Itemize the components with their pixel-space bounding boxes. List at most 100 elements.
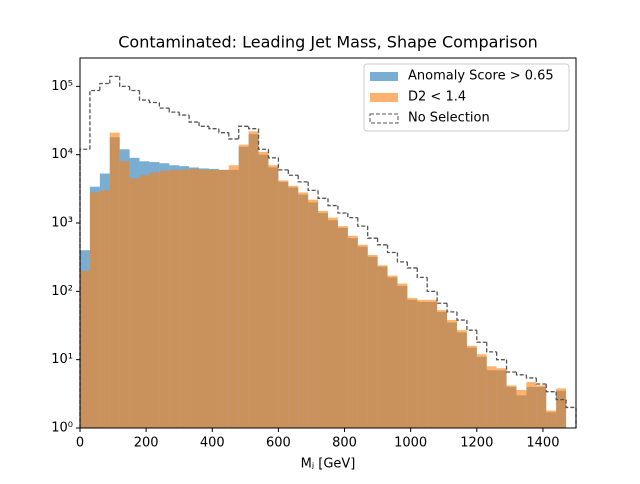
step-segment [535, 377, 547, 385]
step-segment [128, 86, 140, 92]
step-segment [386, 244, 398, 254]
hist-bar [526, 382, 537, 428]
x-tick-label: 400 [200, 436, 225, 451]
step-segment [406, 261, 418, 269]
step-segment [357, 217, 368, 227]
hist-bar [318, 210, 328, 428]
x-axis-label: Mⱼ [GeV] [301, 457, 356, 472]
step-segment [446, 303, 457, 313]
hist-bar [298, 192, 309, 428]
step-segment [267, 149, 279, 159]
step-segment [119, 76, 130, 88]
hist-bar [546, 410, 557, 428]
chart-title: Contaminated: Leading Jet Mass, Shape Co… [118, 33, 538, 52]
hist-bar [99, 190, 110, 428]
hist-bar [496, 368, 507, 428]
step-segment [466, 320, 477, 331]
hist-bar [149, 172, 160, 428]
hist-bar [407, 297, 418, 428]
hist-bar [506, 385, 517, 428]
hist-bar [139, 175, 150, 428]
step-segment [247, 126, 259, 130]
hist-bar [228, 165, 239, 428]
hist-bar [476, 354, 487, 428]
hist-bar [397, 283, 408, 428]
step-segment [327, 198, 338, 207]
legend-swatch [370, 72, 398, 81]
hist-bar [189, 168, 200, 429]
step-segment [297, 175, 309, 183]
step-segment [89, 89, 100, 150]
step-segment [218, 128, 229, 134]
hist-bar [238, 144, 249, 428]
hist-bar [387, 275, 398, 428]
hist-bar [516, 389, 527, 428]
step-segment [495, 351, 507, 361]
step-segment [99, 82, 110, 91]
hist-bar [199, 169, 209, 428]
step-segment [337, 205, 348, 214]
step-segment [396, 252, 408, 263]
hist-bar [357, 244, 368, 428]
step-segment [287, 169, 299, 176]
step-segment [109, 75, 120, 84]
step-segment [545, 384, 557, 393]
legend-swatch [369, 113, 399, 124]
step-segment [188, 115, 200, 123]
step-segment [208, 126, 219, 130]
hist-bar [218, 169, 229, 428]
hist-bar [466, 345, 477, 428]
hist-bar [337, 226, 348, 428]
step-segment [515, 372, 527, 376]
hist-bar [258, 151, 269, 428]
step-segment [178, 112, 190, 116]
step-segment [317, 190, 328, 199]
step-segment [307, 181, 319, 192]
step-segment [426, 277, 438, 292]
step-segment [148, 100, 160, 104]
hist-bar [268, 165, 279, 428]
step-segment [525, 374, 537, 379]
hist-bar [169, 169, 180, 428]
x-tick-label: 600 [266, 436, 291, 451]
x-tick-label: 0 [76, 436, 84, 451]
hist-bar [437, 310, 448, 428]
y-tick-label: 10² [51, 284, 73, 299]
step-segment [257, 128, 269, 150]
step-segment [168, 108, 180, 113]
hist-bar [486, 366, 497, 428]
y-tick-label: 10⁵ [51, 79, 73, 94]
hist-bar [179, 169, 190, 428]
hist-bar [129, 178, 140, 428]
hist-bar [328, 217, 338, 428]
hist-bar [536, 385, 547, 428]
hist-bar [159, 170, 170, 429]
hist-bar [447, 320, 457, 428]
step-segment [555, 391, 567, 401]
hist-bar [208, 169, 219, 428]
step-segment [277, 157, 289, 171]
x-tick-label: 800 [332, 436, 357, 451]
hist-bar [278, 180, 289, 428]
hist-bar [109, 132, 120, 428]
step-segment [238, 125, 249, 139]
step-segment [347, 213, 358, 219]
hist-bar [377, 265, 388, 428]
step-segment [436, 291, 448, 304]
hist-bar [417, 299, 428, 428]
hist-bar [556, 388, 567, 428]
legend: Anomaly Score > 0.65 D2 < 1.4 No Selection [363, 63, 570, 132]
y-tick-label: 10⁴ [51, 147, 73, 162]
step-segment [138, 90, 150, 101]
hist-bar [89, 192, 100, 428]
step-segment [416, 267, 428, 279]
hist-bar [248, 131, 259, 428]
x-tick-label: 200 [134, 436, 159, 451]
y-tick-label: 10⁰ [51, 421, 73, 436]
hist-bar [347, 235, 358, 428]
y-tick-label: 10³ [51, 216, 73, 231]
x-tick-label: 1400 [526, 436, 559, 451]
step-segment [456, 311, 467, 321]
step-segment [198, 122, 209, 127]
